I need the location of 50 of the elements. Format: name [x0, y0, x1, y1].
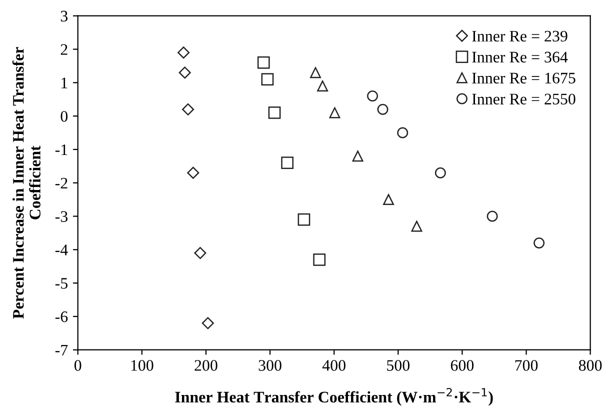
y-tick-label: -5: [55, 278, 68, 289]
x-tick-label: 600: [450, 360, 474, 371]
y-tick-label: -6: [55, 311, 68, 322]
point: [257, 56, 270, 69]
y-tick-label: -1: [55, 144, 68, 155]
point: [317, 80, 328, 92]
y-axis-title: Percent Increase in Inner Heat Transfer Coefficient: [12, 47, 40, 319]
x-tick-label: 0: [74, 360, 82, 371]
point: [298, 213, 310, 226]
point: [268, 106, 281, 119]
x-tick-label: 500: [387, 360, 410, 371]
legend-label: Inner Re = 2550: [472, 94, 576, 104]
point: [187, 166, 200, 179]
y-tick-label: -3: [55, 211, 68, 222]
point: [329, 107, 340, 118]
x-tick-label: 200: [194, 360, 218, 371]
y-tick-label: -7: [55, 344, 68, 356]
point: [486, 210, 498, 222]
point: [261, 73, 274, 86]
y-tick-label: 0: [60, 110, 68, 122]
y-tick-label: 2: [60, 44, 68, 55]
x-tick-label: 400: [322, 360, 346, 371]
legend-label: Inner Re = 364: [472, 52, 568, 63]
point: [434, 167, 446, 178]
point: [178, 46, 190, 59]
x-axis-title: Inner Heat Transfer Coefficient (W·m$^{−2}$·K$^{−1}$): [175, 388, 493, 406]
point: [313, 253, 326, 266]
point: [411, 220, 422, 232]
point: [367, 90, 378, 102]
x-tick-label: 300: [258, 360, 282, 371]
point: [534, 237, 545, 248]
point: [182, 103, 194, 116]
legend-label: Inner Re = 1675: [472, 72, 576, 84]
legend-label: Inner Re = 239: [472, 30, 568, 42]
point: [194, 246, 206, 260]
x-tick-label: 800: [578, 360, 602, 371]
y-tick-label: -2: [55, 178, 68, 188]
y-tick-label: 3: [60, 10, 68, 22]
point: [178, 66, 191, 79]
y-tick-label: -4: [55, 244, 68, 256]
point: [377, 104, 388, 115]
point: [383, 194, 394, 206]
point: [202, 317, 214, 330]
point: [281, 156, 294, 169]
point: [352, 150, 364, 162]
y-tick-label: 1: [62, 78, 68, 88]
x-tick-label: 100: [131, 360, 154, 371]
point: [397, 127, 408, 138]
x-tick-label: 700: [515, 360, 538, 371]
point: [310, 67, 321, 78]
